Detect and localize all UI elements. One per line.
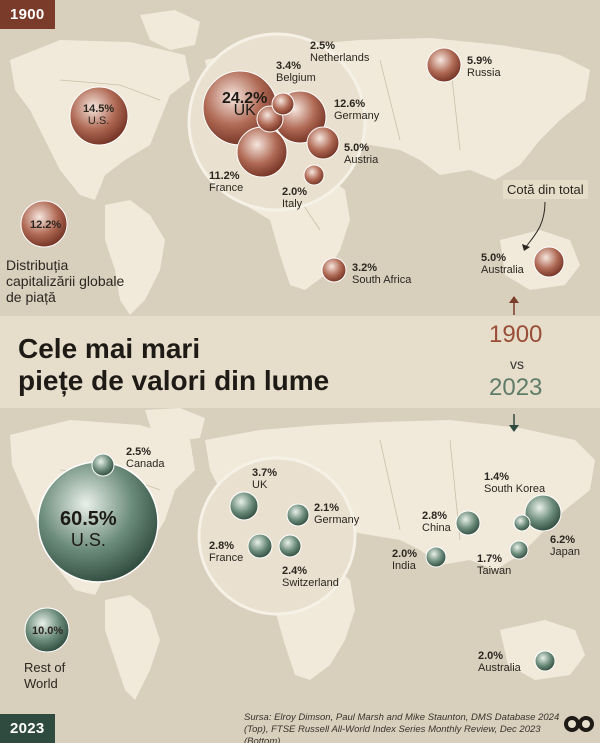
vs-word: vs: [510, 356, 524, 372]
bubbles-2023: [24, 453, 562, 672]
label-2023-china: 2.8% China: [422, 510, 451, 534]
label-1900-us: 14.5% U.S.: [83, 103, 115, 127]
label-2023-rest-name: Rest of World: [24, 660, 66, 691]
bubble-2023-taiwan: [509, 540, 529, 560]
bubble-1900-us: [69, 86, 129, 146]
legend-note: Distribuția capitalizării globale de pia…: [6, 257, 124, 305]
bubble-2023-canada: [91, 453, 115, 477]
bubble-1900-australia: [533, 246, 565, 278]
year-tab-2023: 2023: [0, 714, 55, 743]
brand-logo: [564, 716, 594, 732]
title-band: [0, 316, 600, 408]
share-of-total-label: Cotă din total: [503, 180, 588, 199]
label-1900-austria: 5.0% Austria: [344, 142, 379, 166]
label-2023-india: 2.0% India: [392, 548, 418, 572]
bubble-2023-south-korea: [513, 514, 531, 532]
bubble-2023-uk: [229, 491, 259, 521]
bubble-2023-rest: [24, 607, 70, 653]
bubble-1900-south-africa: [321, 257, 347, 283]
page-title: Cele mai mari piețe de valori din lume: [18, 333, 329, 397]
bubble-2023-japan: [524, 494, 562, 532]
label-1900-belgium: 3.4% Belgium: [276, 60, 316, 84]
bubble-2023-china: [455, 510, 481, 536]
label-2023-switzerland: 2.4% Switzerland: [282, 565, 339, 589]
title-line-2: piețe de valori din lume: [18, 365, 330, 396]
bubble-2023-germany: [286, 503, 310, 527]
bubble-1900-russia: [426, 47, 462, 83]
bubble-1900-austria: [306, 126, 340, 160]
bubble-2023-france: [247, 533, 273, 559]
vs-year-2023: 2023: [489, 374, 543, 401]
legend-note-line: capitalizării globale: [6, 273, 125, 289]
label-2023-germany: 2.1% Germany: [314, 502, 360, 526]
bubble-1900-netherlands: [271, 92, 295, 116]
label-1900-uk: 24.2% UK: [222, 90, 268, 119]
bubble-1900-rest: [20, 200, 68, 248]
legend-note-line: de piață: [6, 289, 56, 305]
bubble-2023-switzerland: [278, 534, 302, 558]
label-1900-france: 11.2% France: [209, 170, 244, 194]
source-note: Sursa: Elroy Dimson, Paul Marsh and Mike…: [244, 712, 560, 743]
bubble-1900-france: [236, 126, 288, 178]
label-1900-south-africa: 3.2% South Africa: [352, 262, 412, 286]
bubble-2023-australia: [534, 650, 556, 672]
label-2023-japan: 6.2% Japan: [550, 534, 580, 558]
vs-year-1900: 1900: [489, 321, 543, 348]
title-line-1: Cele mai mari: [18, 333, 201, 364]
label-2023-south-korea: 1.4% South Korea: [484, 471, 546, 495]
label-2023-australia: 2.0% Australia: [478, 650, 521, 674]
label-1900-italy: 2.0% Italy: [282, 186, 308, 210]
bubbles-1900: [20, 47, 565, 283]
year-tab-1900: 1900: [0, 0, 55, 29]
label-2023-taiwan: 1.7% Taiwan: [477, 553, 512, 577]
label-1900-rest: 12.2%: [30, 219, 62, 231]
legend-note-line: Distribuția: [6, 257, 69, 273]
label-1900-australia: 5.0% Australia: [481, 252, 524, 276]
label-2023-canada: 2.5% Canada: [126, 446, 165, 470]
label-2023-uk: 3.7% UK: [252, 467, 278, 491]
label-2023-us: 60.5% U.S.: [60, 508, 117, 550]
bubble-2023-india: [425, 546, 447, 568]
label-1900-russia: 5.9% Russia: [467, 55, 501, 79]
label-2023-france: 2.8% France: [209, 540, 244, 564]
label-1900-germany: 12.6% Germany: [334, 98, 380, 122]
label-1900-netherlands: 2.5% Netherlands: [310, 40, 370, 64]
bubble-1900-italy: [303, 164, 325, 186]
label-2023-rest-value: 10.0%: [32, 625, 64, 637]
